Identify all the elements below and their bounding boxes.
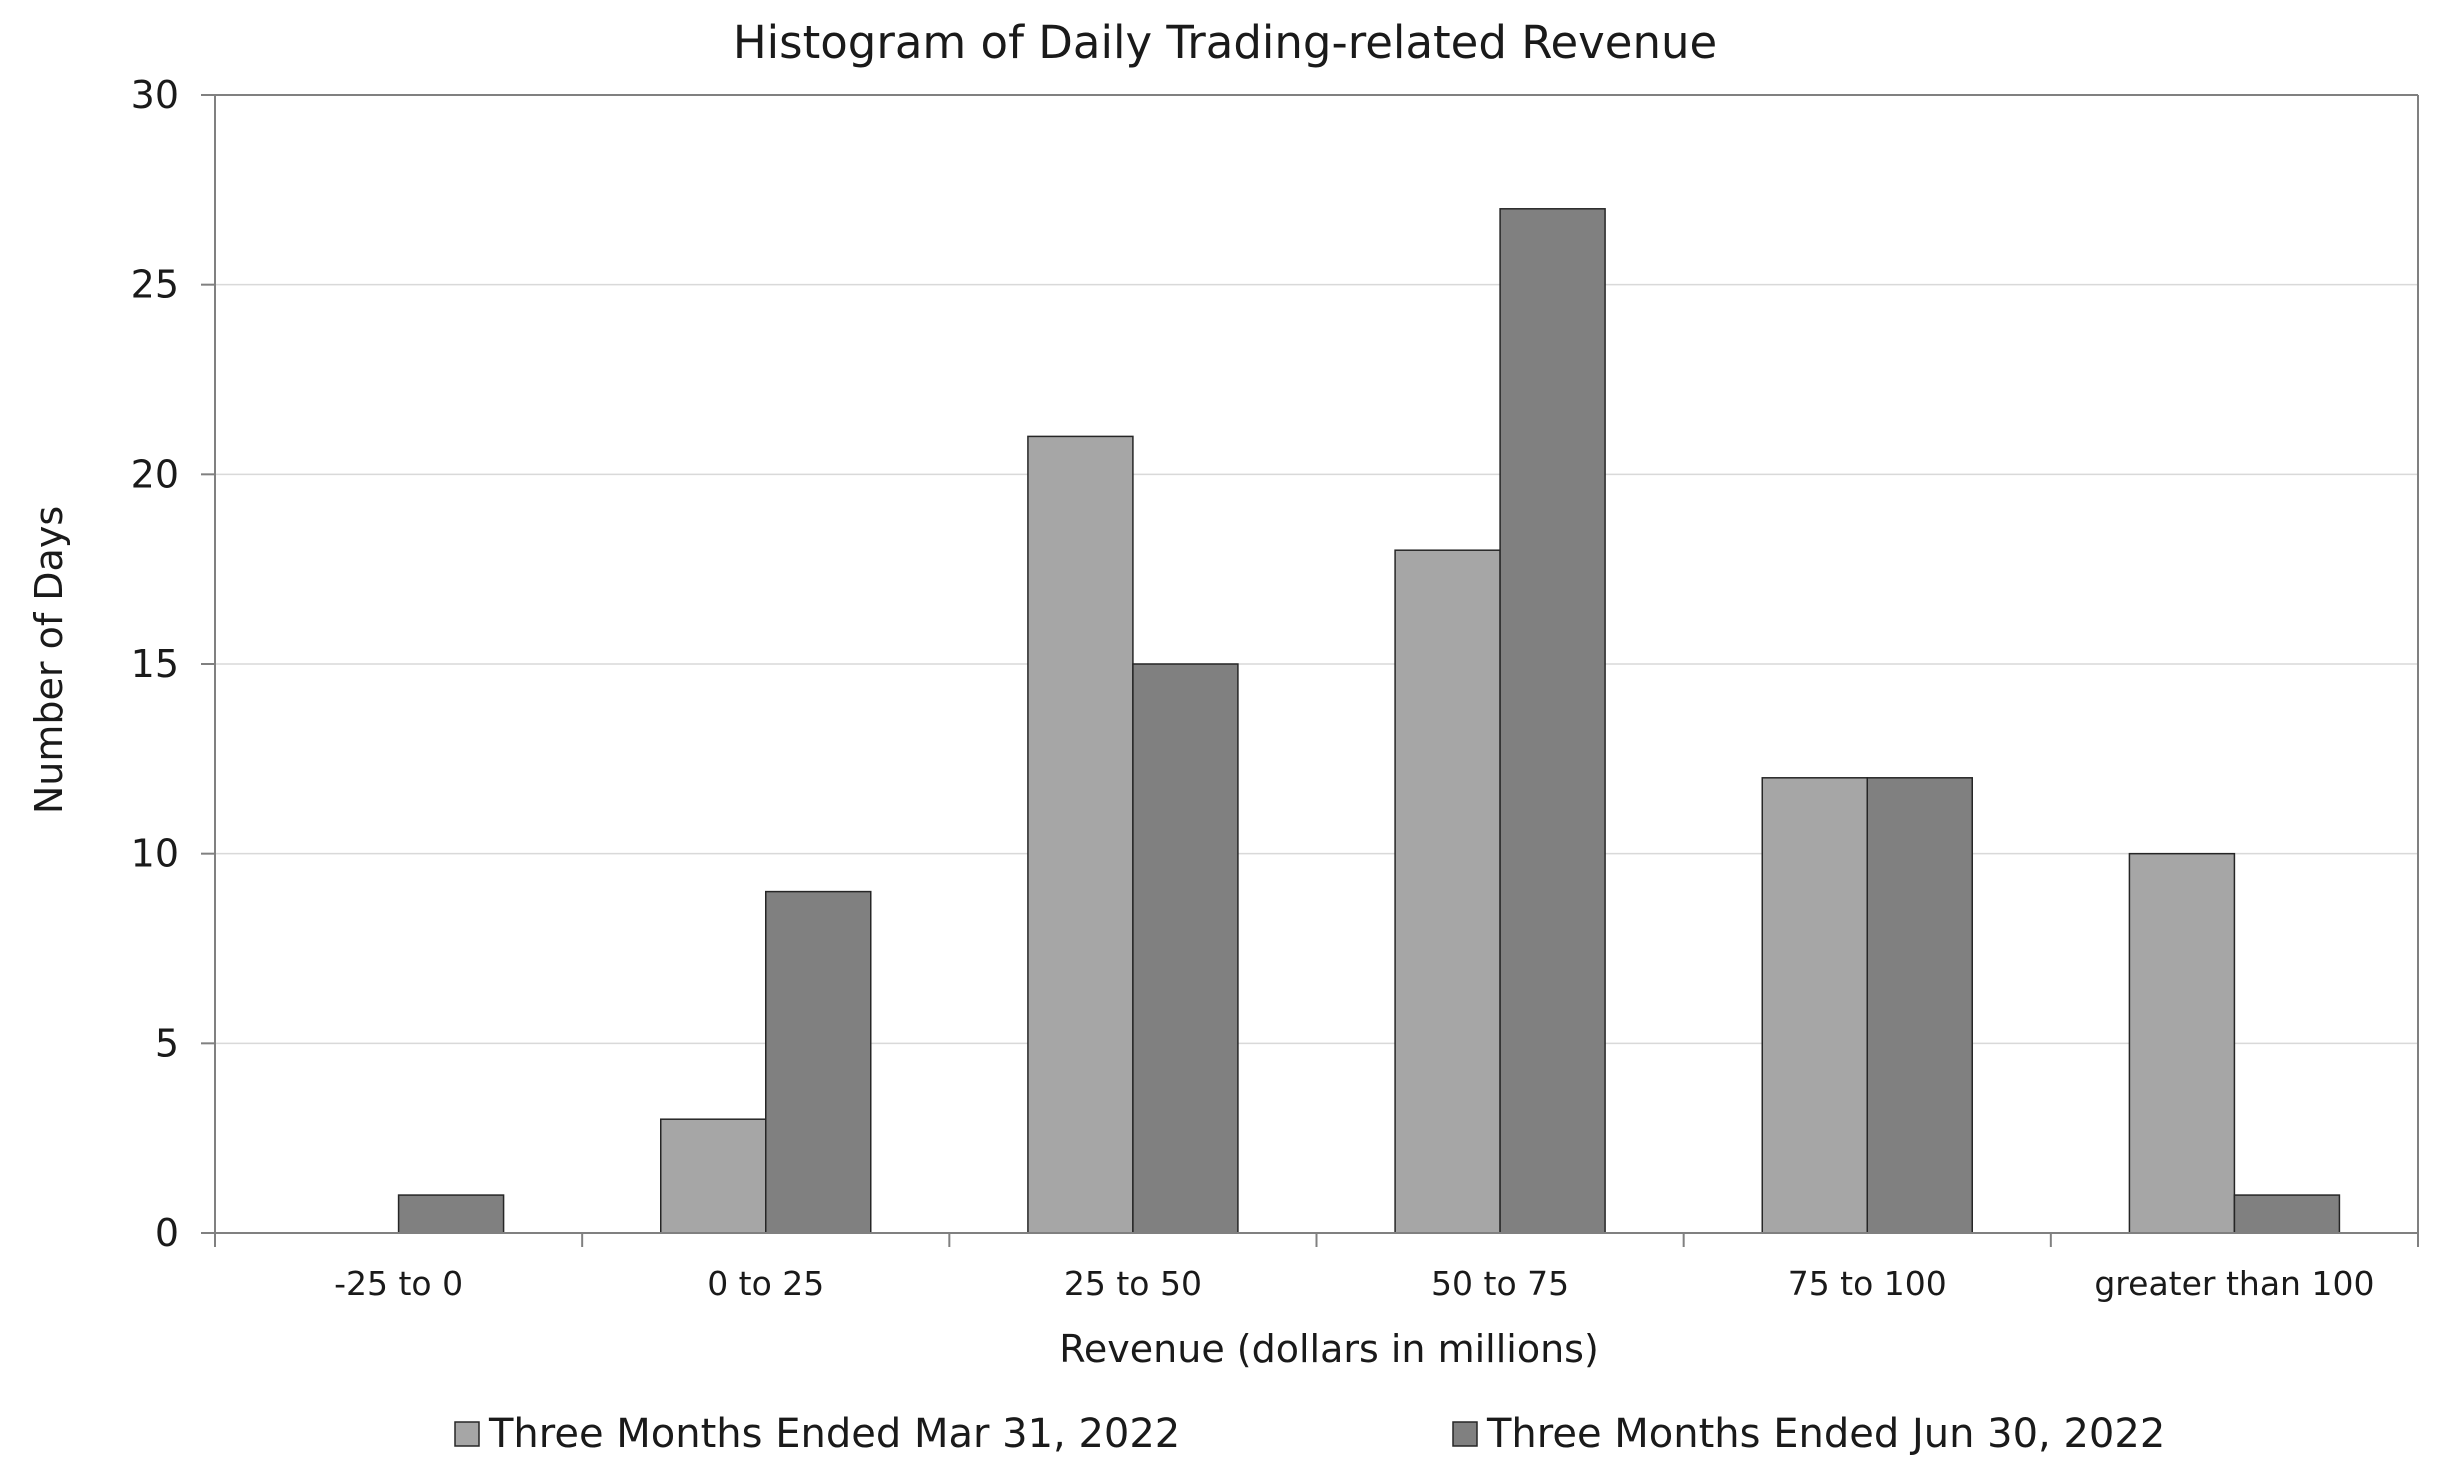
bar--25-to-0-series-2: [397, 1194, 505, 1234]
x-tick-label: -25 to 0: [334, 1264, 463, 1303]
chart-title: Histogram of Daily Trading-related Reven…: [733, 16, 1717, 69]
bar-75-to-100-series-1: [1761, 777, 1868, 1234]
y-axis-title: Number of Days: [27, 506, 71, 814]
gridlines: [215, 94, 2418, 1045]
legend-label-series-2: Three Months Ended Jun 30, 2022: [1486, 1411, 2165, 1457]
x-tick-label: greater than 100: [2094, 1264, 2374, 1303]
axes: 0 5 10 15 20 25 30 -25 to 0 0 to 25 25 to 50 50 to…: [131, 73, 2419, 1303]
bar-0-to-25-series-1: [660, 1118, 767, 1234]
x-tick-label: 50 to 75: [1431, 1264, 1569, 1303]
x-tick-label: 0 to 25: [707, 1264, 824, 1303]
bar-0-to-25-series-2: [765, 890, 872, 1234]
legend-swatch-series-2: [1452, 1421, 1478, 1447]
y-tick-label: 30: [131, 73, 179, 117]
bar-greater-than-100-series-2: [2233, 1194, 2341, 1234]
y-tick-label: 20: [131, 452, 179, 496]
bar-25-to-50-series-1: [1027, 435, 1134, 1234]
y-tick-label: 5: [155, 1021, 179, 1065]
y-tick-label: 25: [131, 263, 179, 307]
legend-swatch-series-1: [454, 1421, 480, 1447]
bar-25-to-50-series-2: [1132, 663, 1239, 1234]
x-tick-label: 25 to 50: [1064, 1264, 1202, 1303]
bar-greater-than-100-series-1: [2128, 852, 2236, 1234]
bar-50-to-75-series-2: [1499, 208, 1606, 1234]
bars: [397, 208, 2341, 1234]
legend: Three Months Ended Mar 31, 2022 Three Mon…: [454, 1411, 2165, 1457]
y-tick-label: 15: [131, 642, 179, 686]
x-axis-title: Revenue (dollars in millions): [1059, 1327, 1599, 1371]
legend-label-series-1: Three Months Ended Mar 31, 2022: [488, 1411, 1180, 1457]
x-tick-label: 75 to 100: [1788, 1264, 1947, 1303]
y-tick-label: 0: [155, 1211, 179, 1255]
y-tick-label: 10: [131, 832, 179, 876]
bar-50-to-75-series-1: [1394, 549, 1501, 1234]
bar-75-to-100-series-2: [1866, 777, 1973, 1234]
